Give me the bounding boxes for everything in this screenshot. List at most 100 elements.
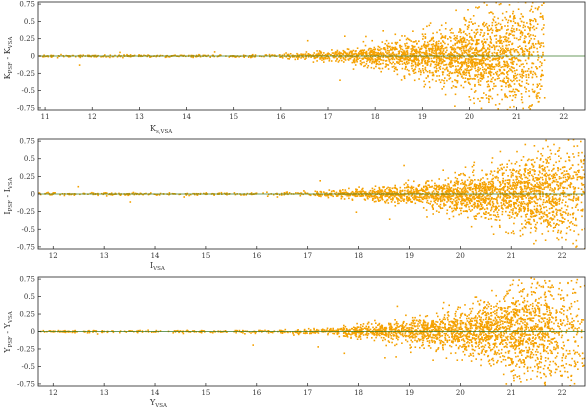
data-point — [465, 191, 467, 194]
data-point — [418, 192, 420, 194]
data-point — [114, 54, 116, 57]
data-point — [404, 54, 407, 56]
data-point — [526, 221, 528, 224]
data-point — [528, 187, 531, 189]
data-point — [443, 205, 445, 207]
data-point — [449, 200, 452, 203]
data-point — [289, 53, 292, 55]
data-point — [496, 93, 499, 96]
data-point — [500, 66, 502, 69]
data-point — [389, 62, 391, 64]
data-point — [531, 26, 534, 29]
data-point — [581, 228, 583, 231]
data-point — [520, 185, 522, 188]
data-point — [489, 71, 492, 73]
data-point — [441, 192, 444, 194]
data-point — [517, 213, 519, 215]
data-point — [491, 185, 494, 187]
data-point — [461, 193, 463, 196]
data-point — [338, 52, 340, 55]
data-point — [474, 65, 476, 68]
data-point — [544, 239, 547, 241]
y-tick-label: 0.75 — [19, 1, 35, 9]
data-point — [328, 60, 331, 62]
data-point — [441, 200, 444, 202]
data-point — [462, 199, 464, 202]
data-point — [493, 190, 496, 192]
data-point — [359, 62, 362, 65]
data-point — [542, 161, 545, 163]
data-point — [438, 60, 441, 62]
data-point — [363, 65, 365, 68]
data-point — [427, 75, 429, 78]
data-point — [195, 54, 198, 57]
data-point — [577, 163, 580, 166]
data-point — [367, 65, 370, 67]
data-point — [356, 188, 358, 191]
x-axis-label: Ks,VSA — [150, 124, 173, 135]
data-point — [408, 199, 411, 201]
data-point — [527, 205, 529, 208]
data-point — [470, 88, 473, 90]
data-point — [510, 48, 512, 51]
data-point — [417, 185, 420, 187]
data-point — [405, 50, 407, 53]
data-point — [464, 183, 466, 186]
data-point — [348, 193, 350, 196]
data-point — [366, 197, 369, 199]
data-point — [401, 196, 403, 198]
data-point — [401, 52, 404, 55]
data-point — [455, 70, 458, 72]
data-point — [458, 70, 461, 73]
data-point — [519, 38, 521, 41]
data-point — [377, 190, 379, 193]
data-point — [535, 179, 538, 181]
data-point — [360, 51, 363, 54]
data-point — [344, 59, 347, 61]
data-point — [575, 219, 577, 221]
data-point — [454, 42, 456, 45]
data-point — [489, 67, 491, 70]
data-point — [442, 184, 445, 186]
data-point — [528, 197, 530, 200]
data-point — [264, 54, 267, 56]
data-point — [354, 64, 357, 66]
data-point — [485, 68, 488, 71]
data-point — [527, 179, 529, 182]
data-point — [386, 199, 389, 201]
data-point — [486, 195, 488, 197]
data-point — [421, 47, 423, 50]
data-point — [513, 60, 515, 63]
data-point — [562, 186, 564, 189]
data-point — [266, 191, 268, 193]
data-point — [564, 204, 566, 207]
data-point — [533, 28, 536, 31]
panel-2: 12 13 14 15 16 17 18 19 20 21 220.750.50.250-0.25-… — [3, 138, 586, 272]
data-point — [433, 61, 436, 63]
data-point — [429, 194, 432, 197]
data-point — [498, 40, 501, 42]
data-point — [553, 167, 555, 170]
data-point — [452, 184, 455, 187]
data-point — [395, 43, 398, 45]
data-point — [323, 57, 325, 59]
data-point — [403, 59, 405, 61]
data-point — [421, 58, 424, 60]
data-point — [513, 67, 515, 69]
data-point — [407, 185, 409, 188]
data-point — [576, 178, 579, 181]
data-point — [489, 88, 491, 91]
data-point — [483, 213, 486, 215]
data-point — [501, 174, 504, 176]
data-point — [430, 47, 433, 50]
data-point — [497, 29, 499, 31]
data-point — [482, 77, 485, 79]
data-point — [320, 51, 322, 54]
data-point — [513, 34, 515, 37]
data-point — [323, 61, 325, 63]
data-point — [506, 60, 508, 63]
data-point — [473, 185, 476, 187]
data-point — [491, 191, 493, 193]
data-point — [375, 60, 377, 63]
data-point — [403, 200, 405, 202]
